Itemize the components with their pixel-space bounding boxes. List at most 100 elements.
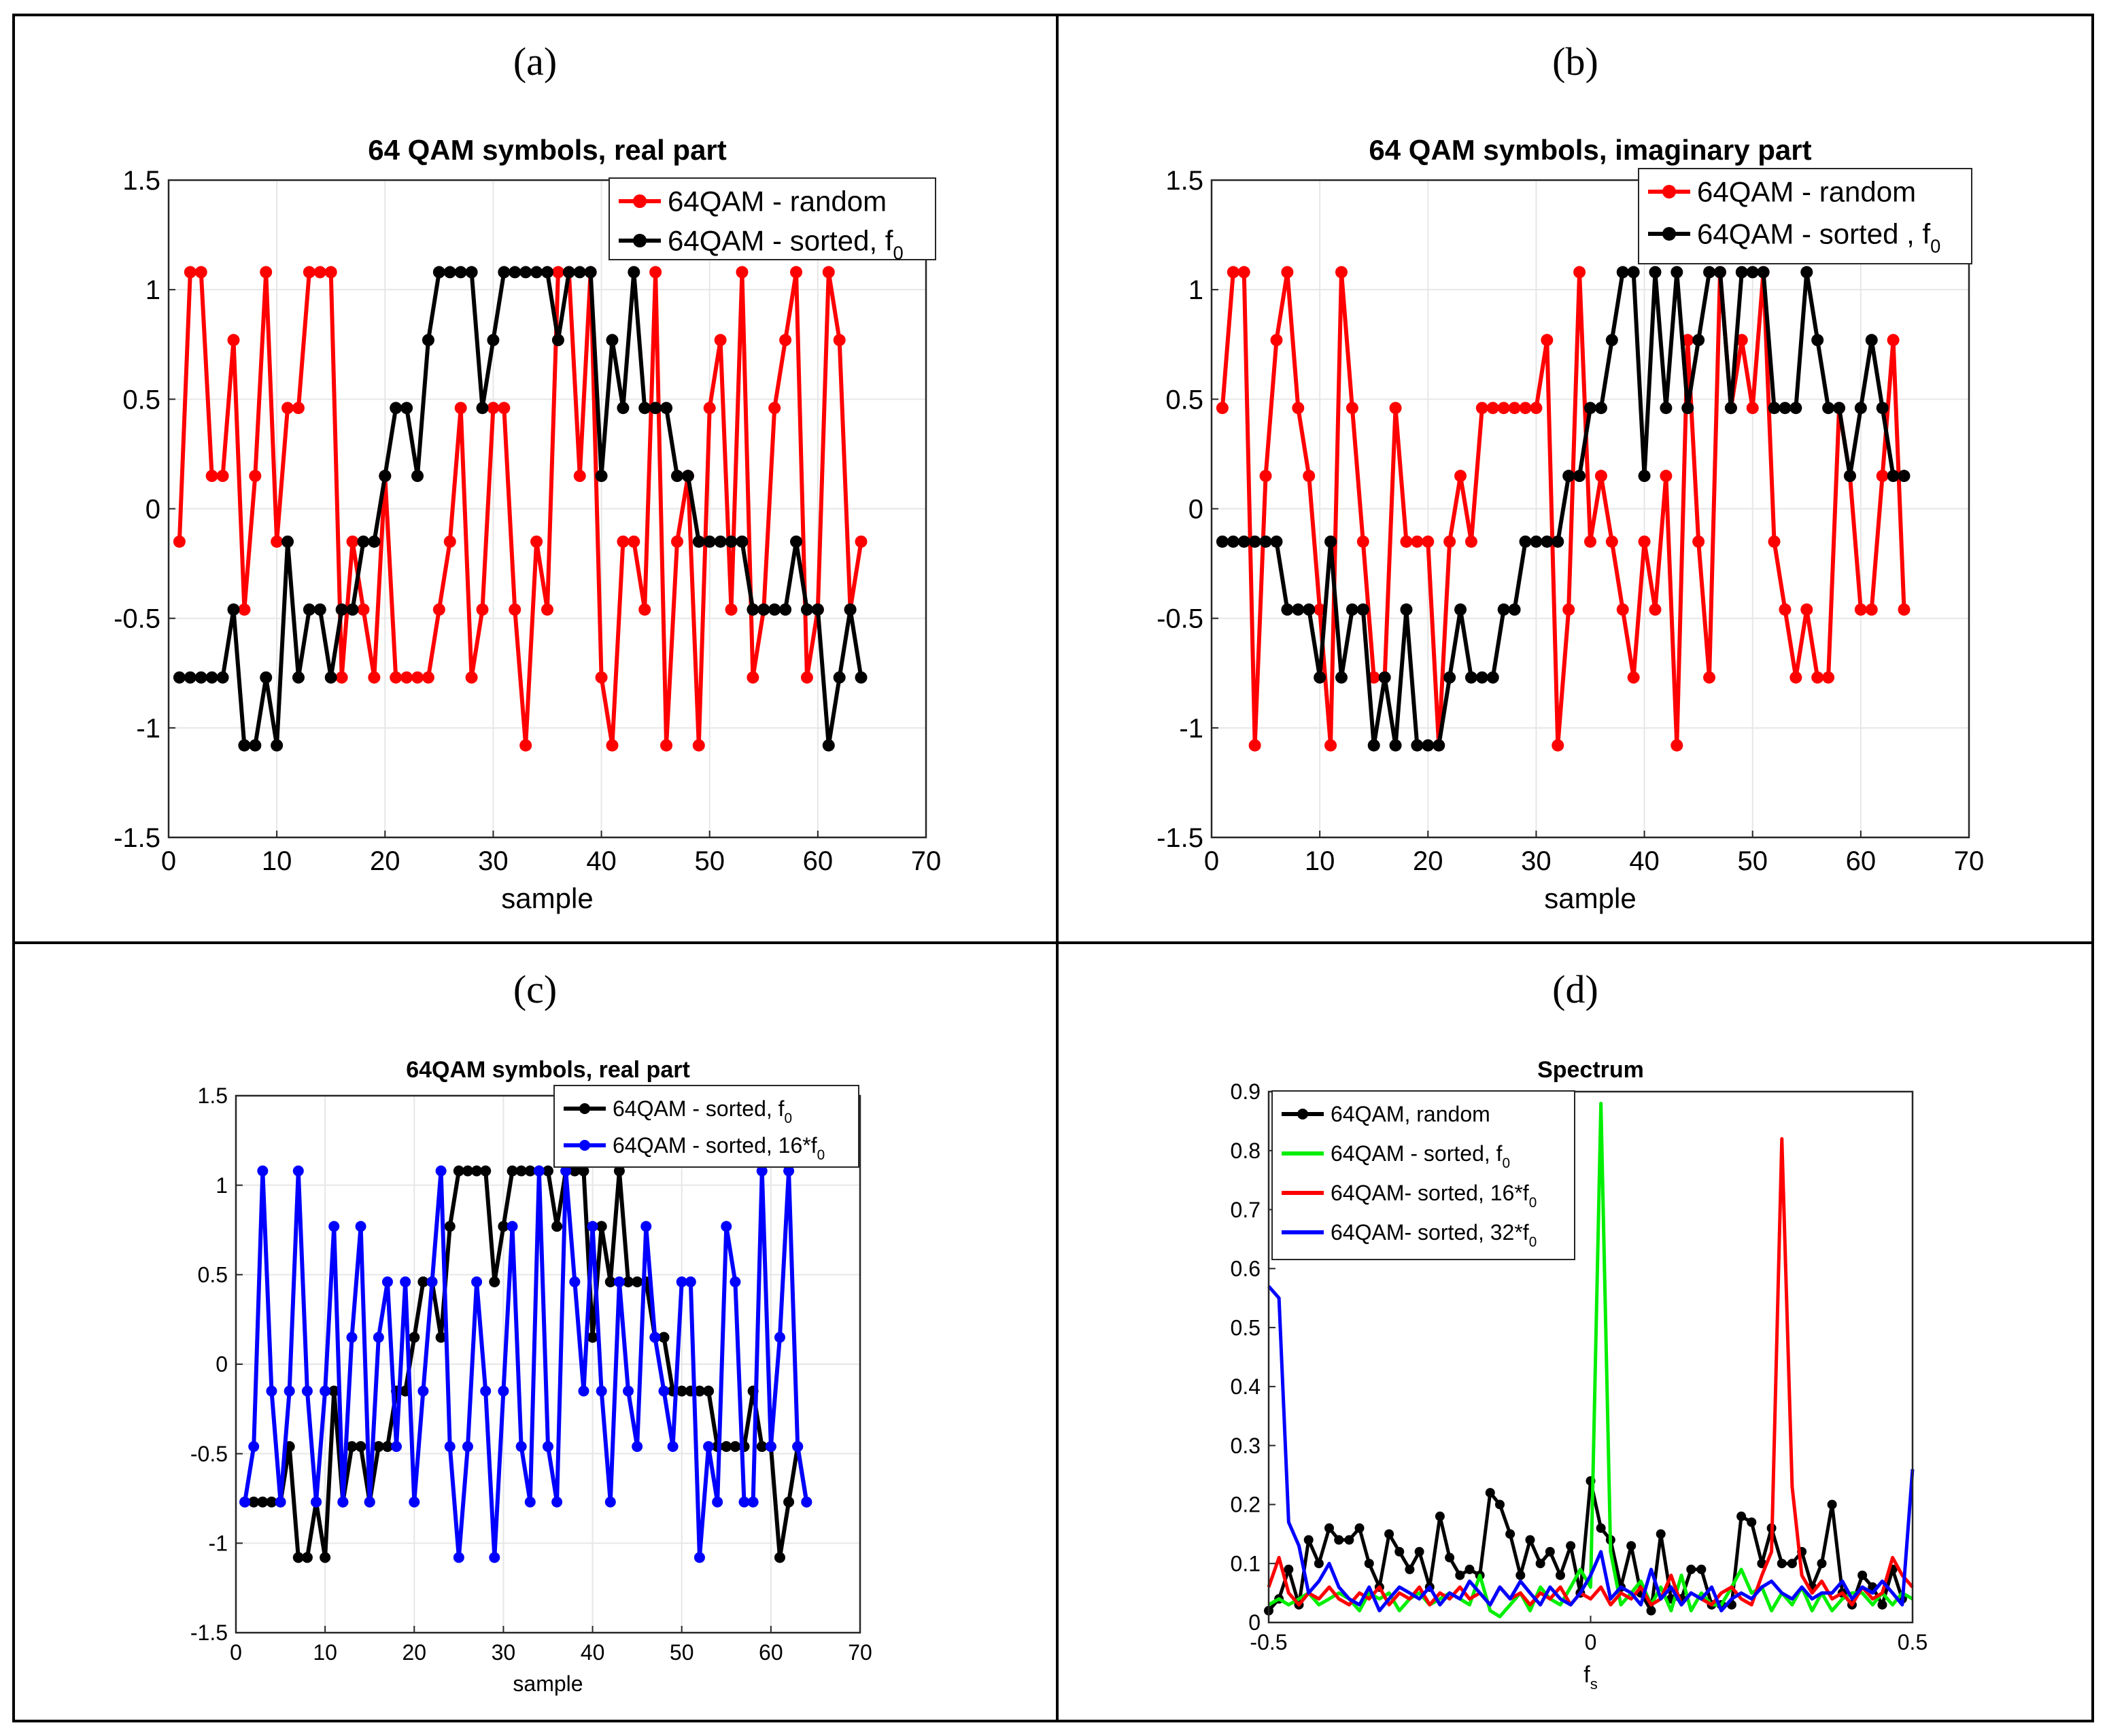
data-point: [346, 535, 359, 548]
data-point: [738, 1496, 750, 1508]
data-point: [1692, 535, 1705, 548]
y-tick-label: 0: [1188, 495, 1203, 525]
panel-label-b: (b): [1552, 39, 1598, 84]
data-point: [676, 1385, 687, 1397]
data-point: [530, 535, 543, 548]
data-point: [487, 402, 500, 415]
data-point: [638, 603, 651, 616]
data-point: [1508, 603, 1521, 616]
data-point: [476, 603, 489, 616]
data-point: [595, 671, 608, 684]
chart-title: Spectrum: [1537, 1057, 1644, 1083]
data-point: [721, 1441, 732, 1453]
data-point: [462, 1165, 473, 1177]
y-tick-label: 0.8: [1231, 1139, 1261, 1163]
data-point: [756, 1165, 768, 1177]
data-point: [1746, 266, 1759, 279]
data-point: [768, 402, 781, 415]
data-point: [357, 535, 370, 548]
legend-label-subscript: 0: [1930, 235, 1940, 256]
data-point: [1626, 1541, 1637, 1551]
data-point: [417, 1276, 429, 1287]
data-point: [1384, 1529, 1394, 1539]
legend-marker: [579, 1103, 590, 1114]
data-point: [747, 671, 759, 684]
data-point: [833, 671, 846, 684]
data-point: [1857, 1570, 1868, 1580]
x-axis-label-subscript: s: [1590, 1676, 1598, 1692]
data-point: [292, 1165, 304, 1177]
data-point: [714, 535, 727, 548]
data-point: [1800, 603, 1813, 616]
data-point: [1811, 334, 1824, 347]
data-point: [292, 671, 305, 684]
data-point: [783, 1496, 795, 1508]
data-point: [790, 266, 803, 279]
data-point: [1584, 402, 1596, 415]
data-point: [257, 1496, 269, 1508]
data-point: [693, 1385, 705, 1397]
legend-label-1: 64QAM, random: [1331, 1102, 1490, 1126]
data-point: [1656, 1529, 1666, 1539]
data-point: [1314, 1559, 1324, 1569]
data-point: [1596, 1523, 1606, 1533]
data-point: [638, 402, 651, 415]
data-point: [1686, 1564, 1696, 1574]
data-point: [623, 1385, 634, 1397]
data-point: [725, 603, 738, 616]
data-point: [1898, 470, 1911, 483]
data-point: [1660, 470, 1673, 483]
data-point: [1475, 402, 1488, 415]
data-point: [480, 1165, 492, 1177]
data-point: [1530, 535, 1543, 548]
data-point: [632, 1441, 643, 1453]
data-point: [335, 603, 348, 616]
x-tick-label: 70: [848, 1640, 872, 1665]
data-point: [1817, 1559, 1827, 1569]
data-point: [712, 1496, 723, 1508]
x-tick-label: 10: [1305, 846, 1335, 876]
data-point: [1573, 470, 1586, 483]
data-point: [1627, 671, 1640, 684]
data-point: [1367, 739, 1380, 752]
data-point: [411, 470, 424, 483]
series-line-1: [1267, 1479, 1904, 1613]
data-point: [617, 402, 630, 415]
legend-label-1: 64QAM - sorted, f0: [613, 1096, 792, 1126]
data-point: [543, 1441, 553, 1453]
data-point: [515, 1441, 527, 1453]
data-point: [1324, 739, 1337, 752]
data-point: [676, 1276, 687, 1287]
data-point: [649, 1332, 661, 1343]
y-tick-label: 0.1: [1231, 1551, 1261, 1576]
data-point: [435, 1165, 447, 1177]
data-point: [498, 1385, 509, 1397]
data-point: [765, 1441, 776, 1453]
data-point: [1445, 1552, 1455, 1563]
data-point: [596, 1221, 607, 1232]
data-point: [426, 1276, 438, 1287]
data-point: [551, 266, 564, 279]
data-point: [489, 1276, 500, 1287]
data-point: [422, 334, 434, 347]
data-point: [736, 535, 749, 548]
legend-label-subscript: 0: [1529, 1234, 1537, 1250]
data-point: [649, 266, 662, 279]
data-point: [587, 1221, 598, 1232]
data-point: [489, 1552, 500, 1563]
data-point: [507, 1165, 518, 1177]
data-point: [487, 334, 500, 347]
data-point: [569, 1165, 581, 1177]
x-tick-label: 30: [492, 1640, 516, 1665]
data-point: [1486, 402, 1499, 415]
x-tick-label: 0: [1204, 846, 1219, 876]
data-point: [1394, 1546, 1405, 1557]
data-point: [1843, 470, 1856, 483]
data-point: [173, 671, 186, 684]
data-point: [324, 671, 337, 684]
data-point: [271, 535, 284, 548]
data-point: [768, 603, 781, 616]
x-axis-label: sample: [1544, 882, 1636, 914]
y-tick-label: -1: [209, 1531, 228, 1556]
data-point: [730, 1441, 741, 1453]
